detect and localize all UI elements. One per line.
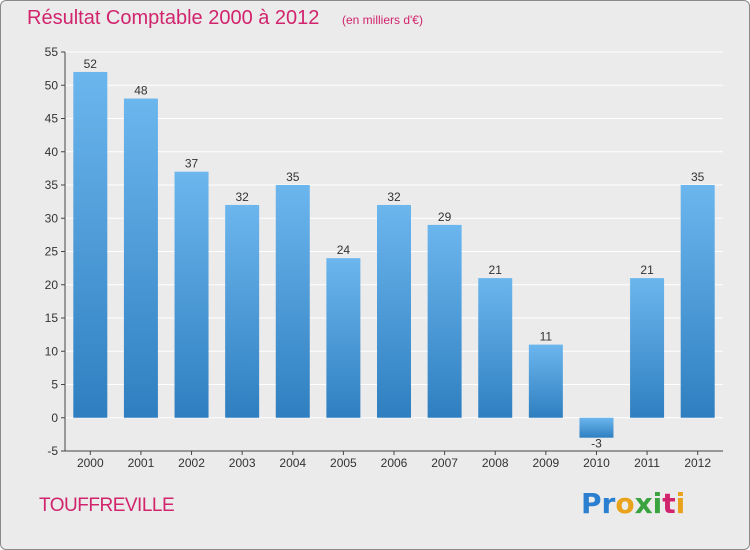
y-tick-label: 10 [45,344,59,358]
y-tick-label: 0 [51,411,58,425]
logo-letter: x [634,487,653,520]
bar [478,278,513,418]
x-tick-label: 2007 [431,456,458,470]
proxiti-logo[interactable]: Proxiti [581,487,685,520]
y-tick-label: -5 [47,444,58,458]
logo-letter: o [615,487,635,520]
x-tick-label: 2010 [583,456,610,470]
logo-letter: t [662,487,676,520]
bar [275,185,310,418]
town-name: TOUFFREVILLE [39,495,175,516]
data-label: 35 [286,170,300,184]
data-label: -3 [591,437,602,451]
bar [680,185,715,418]
x-tick-label: 2004 [279,456,306,470]
data-label: 35 [691,170,705,184]
chart-subtitle: (en milliers d'€) [342,13,423,27]
x-tick-label: 2000 [77,456,104,470]
bar [528,344,563,418]
bar [174,171,209,418]
logo-letter: P [581,487,602,520]
bar [377,204,411,418]
bar [579,417,614,438]
x-tick-label: 2006 [381,456,408,470]
data-label: 21 [489,263,503,277]
bar [326,258,361,418]
data-label: 21 [640,263,654,277]
y-tick-label: 50 [45,78,59,92]
y-tick-label: 40 [45,145,59,159]
x-tick-label: 2001 [128,456,155,470]
logo-letter: i [675,487,686,520]
data-label: 32 [387,190,401,204]
data-label: 37 [185,157,199,171]
x-tick-label: 2002 [178,456,205,470]
logo-letter: i [652,487,663,520]
y-tick-label: 15 [45,311,59,325]
y-tick-label: 45 [45,112,59,126]
y-tick-label: 30 [45,211,59,225]
data-label: 32 [235,190,249,204]
y-tick-label: 55 [45,45,59,59]
x-tick-label: 2003 [229,456,256,470]
logo-letter: r [601,487,616,520]
bar [427,224,462,418]
x-tick-label: 2005 [330,456,357,470]
x-tick-label: 2011 [634,456,660,470]
x-tick-label: 2012 [684,456,711,470]
bar [630,278,665,418]
data-label: 52 [84,57,98,71]
data-label: 11 [540,330,553,344]
bar [225,204,260,418]
y-tick-label: 5 [51,378,58,392]
y-tick-label: 35 [45,178,59,192]
y-tick-label: 25 [45,245,59,259]
chart-title: Résultat Comptable 2000 à 2012 [27,7,320,29]
x-tick-label: 2009 [532,456,559,470]
bar [123,98,158,418]
bar [73,71,108,418]
data-label: 24 [337,243,351,257]
data-label: 29 [438,210,452,224]
y-tick-label: 20 [45,278,59,292]
data-label: 48 [134,84,148,98]
x-tick-label: 2008 [482,456,509,470]
